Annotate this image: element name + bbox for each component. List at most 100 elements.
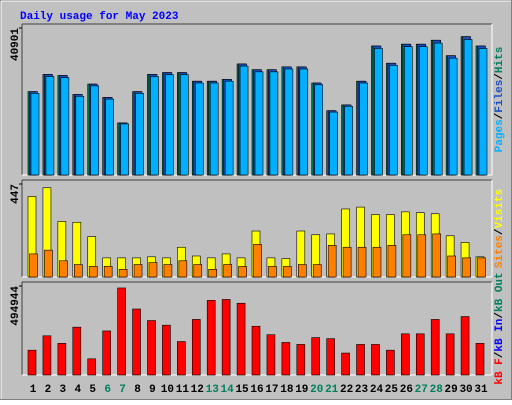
x-tick-label: 25 (385, 384, 399, 396)
bar (223, 264, 232, 278)
bar (460, 316, 470, 376)
bar (329, 111, 338, 176)
bar (284, 68, 294, 176)
x-tick-label: 9 (149, 384, 156, 396)
legend-entry: Hits (494, 47, 506, 73)
x-tick-label: 17 (265, 384, 278, 396)
bar (475, 343, 485, 376)
bar (44, 249, 53, 278)
bar (268, 266, 277, 278)
bar (359, 82, 368, 176)
x-tick-label: 26 (400, 384, 413, 396)
bar (224, 80, 234, 176)
x-tick-label: 6 (104, 384, 111, 396)
bar (387, 245, 397, 278)
bar (206, 300, 216, 376)
bar (327, 245, 337, 278)
legend: Sites/Visits (494, 189, 506, 268)
legend-entry: kB F (494, 358, 506, 384)
bar (283, 266, 292, 278)
x-tick-label: 16 (250, 384, 263, 396)
bar (132, 308, 141, 376)
bar (371, 344, 380, 376)
x-tick-label: 13 (206, 384, 220, 396)
legend-separator: / (494, 312, 506, 319)
x-tick-label: 18 (280, 384, 294, 396)
bar (90, 85, 100, 176)
x-tick-label: 22 (340, 384, 353, 396)
legend-entry: Visits (494, 189, 506, 229)
bar (42, 335, 52, 376)
bar (102, 330, 111, 376)
bar (463, 39, 473, 176)
bar (478, 48, 488, 176)
bar (60, 77, 70, 176)
bar (162, 324, 171, 376)
legend-separator: / (494, 351, 506, 358)
bar (374, 48, 383, 176)
x-tick-label: 10 (161, 384, 174, 396)
bar (299, 68, 309, 176)
x-tick-label: 7 (119, 384, 126, 396)
bar (404, 46, 413, 176)
x-tick-label: 4 (74, 384, 81, 396)
bar (117, 287, 126, 376)
legend: kB F/kB In/kB Out (494, 272, 506, 384)
bar (236, 302, 246, 376)
bar (430, 319, 440, 376)
bar (269, 71, 279, 176)
bar (238, 266, 247, 278)
bar (281, 342, 291, 376)
bar (402, 234, 412, 278)
bar (445, 333, 455, 376)
bar (75, 95, 85, 176)
x-tick-label: 23 (355, 384, 369, 396)
x-tick-label: 20 (310, 384, 323, 396)
bar (342, 246, 352, 278)
bar (29, 253, 38, 278)
bar (59, 260, 68, 278)
x-tick-label: 15 (235, 384, 249, 396)
bar (344, 106, 353, 176)
legend-entry: kB In (494, 319, 506, 352)
bar (417, 234, 427, 278)
bar (386, 349, 395, 376)
bar (314, 84, 324, 176)
bar (418, 46, 428, 176)
bar (45, 76, 55, 176)
bar (251, 325, 261, 376)
legend-separator: / (494, 228, 506, 235)
bar (163, 264, 173, 278)
bar (311, 337, 321, 376)
legend-entry: Pages (494, 119, 506, 152)
bar (118, 269, 128, 278)
bar (147, 320, 156, 376)
x-tick-label: 11 (176, 384, 190, 396)
bar (296, 344, 306, 376)
bar (372, 246, 382, 278)
x-tick-label: 29 (445, 384, 458, 396)
legend-entry: Files (494, 80, 506, 113)
bar (72, 326, 82, 376)
bar (193, 264, 203, 278)
bar (341, 352, 350, 376)
legend-separator: / (494, 112, 506, 119)
bar (447, 255, 456, 278)
bar (88, 266, 98, 278)
bar (312, 264, 322, 278)
x-tick-label: 5 (89, 384, 96, 396)
bar (150, 76, 159, 176)
bar (105, 98, 114, 176)
x-tick-label: 31 (474, 384, 488, 396)
legend-entry: kB Out (494, 272, 506, 312)
x-tick-label: 8 (134, 384, 141, 396)
bar (148, 262, 158, 278)
bar (135, 93, 144, 176)
bar (253, 244, 262, 278)
bar (448, 57, 458, 176)
bar (356, 344, 365, 376)
y-tick-label: 447 (10, 184, 22, 204)
x-tick-label: 21 (325, 384, 339, 396)
x-tick-label: 3 (60, 384, 67, 396)
